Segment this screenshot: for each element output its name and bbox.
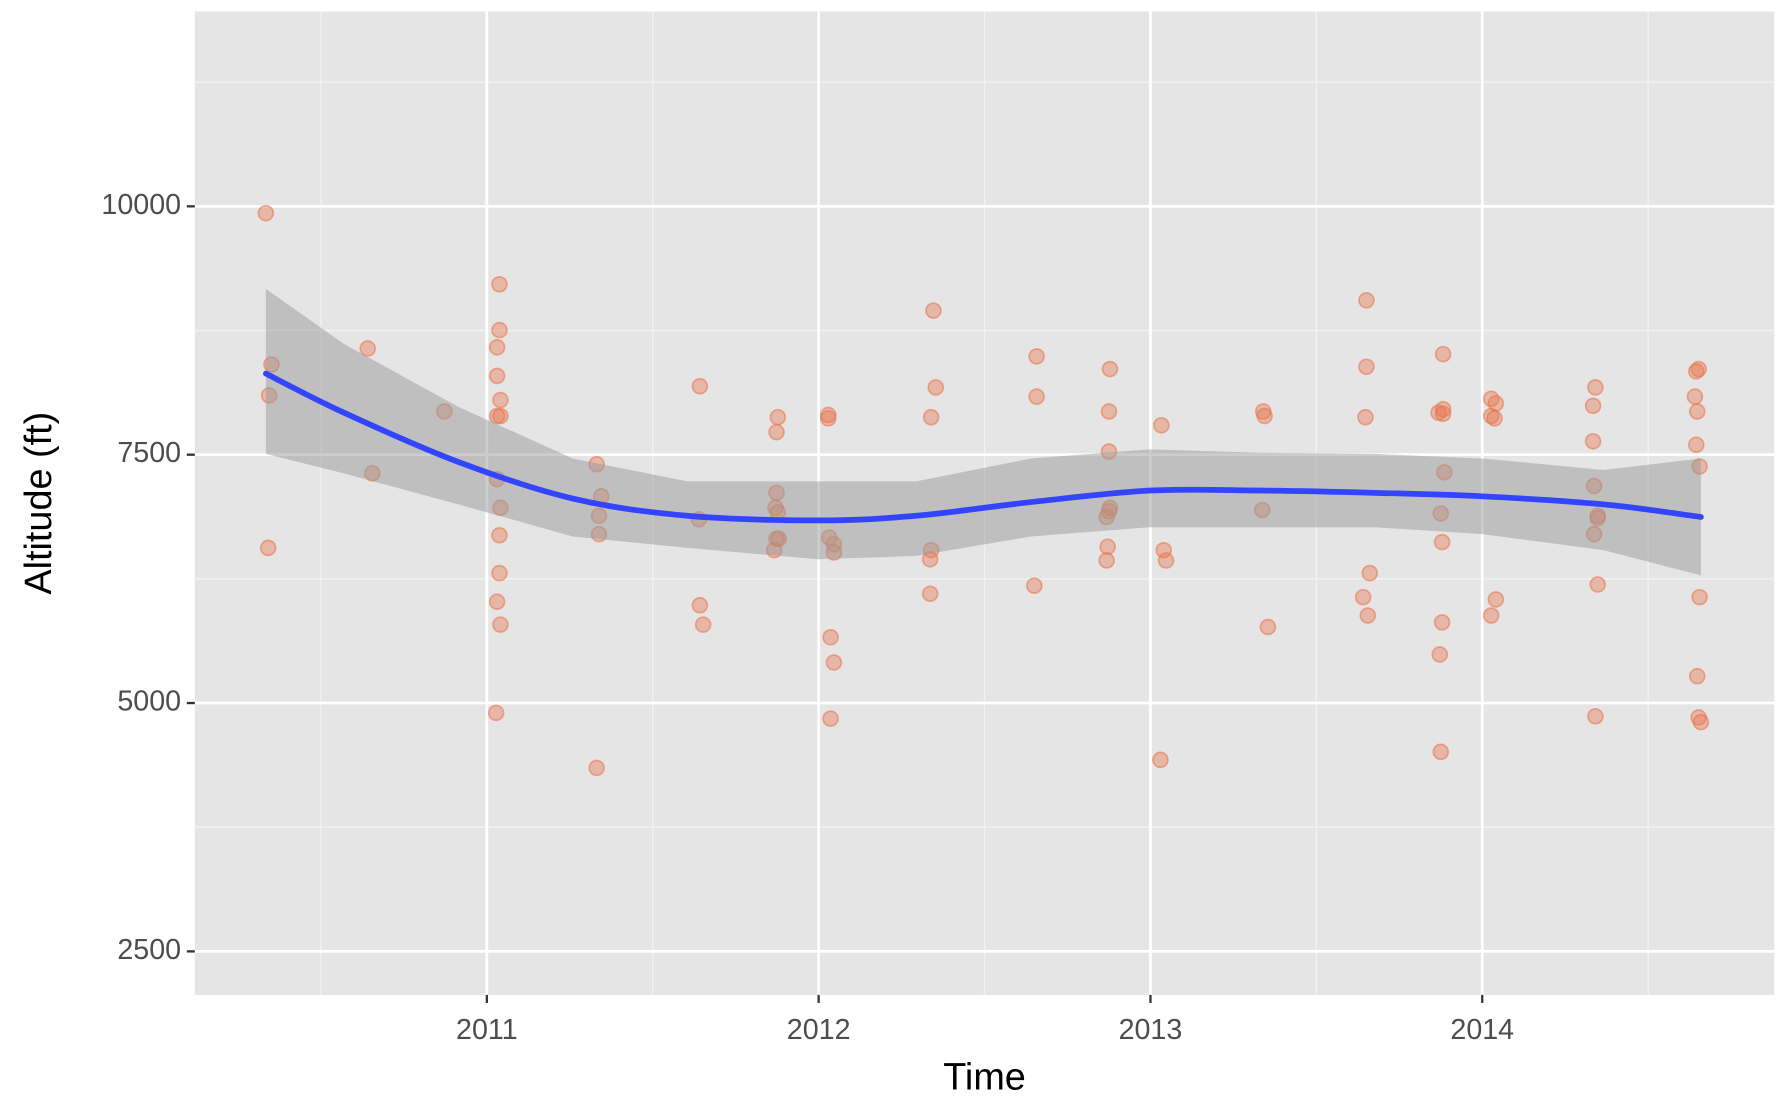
point	[1692, 713, 1710, 731]
x-tick-label: 2013	[1119, 1014, 1183, 1046]
point	[257, 204, 275, 222]
point	[1431, 646, 1449, 663]
point	[819, 410, 837, 427]
point	[1359, 607, 1377, 624]
point	[921, 585, 939, 603]
point	[1432, 743, 1450, 761]
point	[1028, 388, 1045, 405]
point	[1259, 618, 1277, 636]
point	[1687, 436, 1705, 454]
point	[1584, 397, 1602, 415]
point	[359, 340, 377, 357]
point	[825, 654, 843, 671]
point	[1686, 388, 1704, 405]
point	[491, 526, 508, 544]
point	[488, 367, 506, 385]
point	[1256, 407, 1273, 425]
y-tick-label: 5000	[117, 686, 181, 718]
point	[1100, 403, 1118, 420]
point	[691, 596, 709, 614]
x-tick-label: 2012	[787, 1014, 851, 1046]
point	[488, 338, 506, 356]
point	[259, 539, 277, 557]
point	[492, 407, 509, 425]
x-axis-title: Time	[943, 1057, 1026, 1099]
point	[1358, 358, 1375, 376]
confidence-band	[265, 288, 1701, 576]
point	[1026, 577, 1043, 595]
point	[1101, 360, 1119, 378]
point	[1584, 432, 1602, 450]
point	[492, 616, 509, 633]
point	[691, 377, 709, 395]
point	[487, 704, 505, 722]
point	[1690, 360, 1707, 378]
point	[1482, 607, 1500, 624]
y-tick-label: 2500	[117, 934, 181, 966]
point	[925, 302, 942, 319]
point	[1433, 614, 1451, 631]
point	[1434, 345, 1452, 363]
x-tick-label: 2011	[456, 1014, 518, 1046]
point	[1361, 564, 1379, 582]
point	[822, 710, 839, 727]
point	[492, 391, 509, 409]
y-axis-title: Altitude (ft)	[18, 412, 60, 595]
point	[1157, 552, 1175, 569]
point	[488, 593, 506, 611]
point	[1487, 591, 1505, 608]
point	[1357, 408, 1374, 426]
point	[1688, 403, 1706, 420]
point	[927, 379, 945, 396]
point	[1098, 552, 1115, 569]
y-tick-label: 10000	[101, 189, 181, 221]
point	[1688, 667, 1706, 685]
y-tick-label: 7500	[117, 437, 181, 469]
point	[1434, 405, 1452, 423]
point	[769, 408, 787, 426]
marks	[257, 204, 1710, 777]
smooth-line	[262, 370, 1704, 524]
point	[1358, 291, 1375, 309]
point	[1486, 410, 1503, 427]
point	[1691, 588, 1708, 606]
point	[491, 276, 508, 293]
point	[1589, 576, 1607, 593]
point	[768, 423, 785, 441]
point	[1152, 751, 1169, 769]
point	[1687, 363, 1705, 380]
point	[694, 616, 712, 633]
point	[588, 759, 605, 777]
point	[1587, 379, 1604, 396]
point	[822, 628, 839, 646]
point	[1482, 390, 1500, 408]
point	[1099, 538, 1116, 556]
point	[491, 564, 508, 582]
point	[1433, 533, 1451, 551]
x-tick-label: 2014	[1450, 1014, 1514, 1046]
point	[491, 321, 508, 339]
point	[1153, 416, 1170, 434]
point	[1028, 348, 1045, 365]
point	[1354, 588, 1372, 606]
point	[1587, 708, 1604, 725]
point	[922, 408, 940, 426]
